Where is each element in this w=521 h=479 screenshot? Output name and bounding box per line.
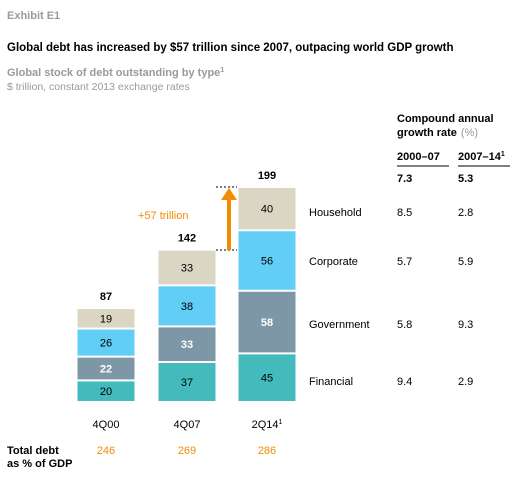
cagr-government-2: 9.3	[458, 319, 473, 331]
cagr-corporate-1: 5.7	[397, 256, 412, 268]
bar-label-financial-4q07: 37	[181, 377, 193, 389]
bar-label-government-4q00: 22	[100, 364, 112, 376]
bar-label-household-4q07: 33	[181, 263, 193, 275]
cagr-col-1: 2000–07	[397, 151, 440, 163]
total-label-4q07: 142	[178, 233, 196, 245]
bar-government-4q07	[158, 327, 216, 362]
chart-title-text: Global stock of debt outstanding by type	[7, 67, 220, 79]
cagr-government-1: 5.8	[397, 319, 412, 331]
bar-financial-2q14	[238, 354, 296, 401]
cagr-header-line2: growth rate (%)	[397, 127, 478, 139]
bar-label-corporate-4q07: 38	[181, 301, 193, 313]
cagr-col-2-text: 2007–14	[458, 151, 502, 163]
category-label-4q00: 4Q00	[93, 419, 120, 431]
bar-corporate-2q14	[238, 231, 296, 290]
total-debt-label-2: as % of GDP	[7, 458, 72, 470]
bar-label-household-4q00: 19	[100, 313, 112, 325]
row-label-corporate: Corporate	[309, 256, 358, 268]
bar-stack-group: 20 22 26 19 87 4Q00 37 33 38 33 142 4Q07 45 58 56 40 199…	[77, 170, 296, 431]
cagr-financial-1: 9.4	[397, 376, 412, 388]
cagr-col-1-text: 2000–07	[397, 151, 440, 163]
category-label-4q07: 4Q07	[174, 419, 201, 431]
cagr-col-2: 2007–141	[458, 151, 505, 163]
bar-label-financial-4q00: 20	[100, 386, 112, 398]
bar-label-government-4q07: 33	[181, 339, 193, 351]
bar-government-2q14	[238, 291, 296, 353]
headline: Global debt has increased by $57 trillio…	[7, 42, 453, 54]
cagr-total-2: 5.3	[458, 173, 473, 185]
bar-label-government-2q14: 58	[261, 317, 273, 329]
bar-corporate-4q07	[158, 286, 216, 326]
bar-label-corporate-2q14: 56	[261, 256, 273, 268]
total-label-2q14: 199	[258, 170, 276, 182]
cagr-financial-2: 2.9	[458, 376, 473, 388]
bar-label-financial-2q14: 45	[261, 373, 273, 385]
total-debt-label-1: Total debt	[7, 445, 59, 457]
gdp-value-4q00: 246	[97, 445, 115, 457]
bar-label-corporate-4q00: 26	[100, 338, 112, 350]
cagr-household-1: 8.5	[397, 207, 412, 219]
row-label-household: Household	[309, 207, 362, 219]
annotation-label: +57 trillion	[138, 210, 188, 222]
cagr-header-line1: Compound annual	[397, 113, 494, 125]
annotation-arrow-head	[221, 188, 237, 200]
cagr-col-2-footnote: 1	[501, 151, 505, 158]
category-label-2q14: 2Q141	[252, 419, 283, 431]
cagr-household-2: 2.8	[458, 207, 473, 219]
bar-label-household-2q14: 40	[261, 204, 273, 216]
row-label-government: Government	[309, 319, 370, 331]
bar-corporate-4q00	[77, 329, 135, 356]
bar-household-4q07	[158, 250, 216, 285]
gdp-value-4q07: 269	[178, 445, 196, 457]
chart-title: Global stock of debt outstanding by type…	[7, 67, 224, 79]
bar-household-4q00	[77, 309, 135, 328]
chart-title-footnote: 1	[220, 67, 224, 74]
cagr-total-1: 7.3	[397, 173, 412, 185]
bar-household-2q14	[238, 188, 296, 230]
bar-government-4q00	[77, 357, 135, 380]
total-label-4q00: 87	[100, 291, 112, 303]
gdp-value-2q14: 286	[258, 445, 276, 457]
bar-financial-4q00	[77, 381, 135, 401]
cagr-header-text: growth rate	[397, 127, 457, 139]
row-label-financial: Financial	[309, 376, 353, 388]
chart-subtitle: $ trillion, constant 2013 exchange rates	[7, 81, 190, 93]
cagr-corporate-2: 5.9	[458, 256, 473, 268]
bar-financial-4q07	[158, 363, 216, 401]
exhibit-label: Exhibit E1	[7, 10, 60, 22]
cagr-header-unit: (%)	[461, 127, 478, 139]
